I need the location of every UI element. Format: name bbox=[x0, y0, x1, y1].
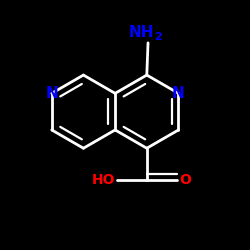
Text: O: O bbox=[179, 174, 191, 188]
Text: N: N bbox=[45, 86, 58, 101]
Text: 2: 2 bbox=[154, 32, 162, 42]
Text: HO: HO bbox=[91, 174, 115, 188]
Text: NH: NH bbox=[129, 25, 154, 40]
Text: N: N bbox=[172, 86, 185, 101]
